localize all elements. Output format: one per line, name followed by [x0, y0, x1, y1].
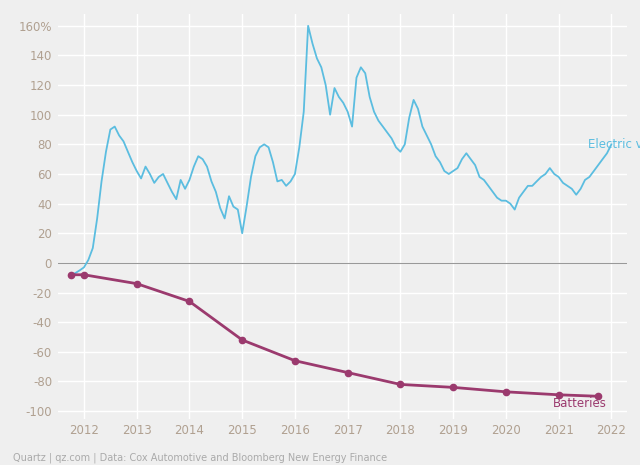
Text: Quartz | qz.com | Data: Cox Automotive and Bloomberg New Energy Finance: Quartz | qz.com | Data: Cox Automotive a…: [13, 452, 387, 463]
Text: Electric vehicles: Electric vehicles: [588, 138, 640, 151]
Text: Batteries: Batteries: [554, 397, 607, 410]
